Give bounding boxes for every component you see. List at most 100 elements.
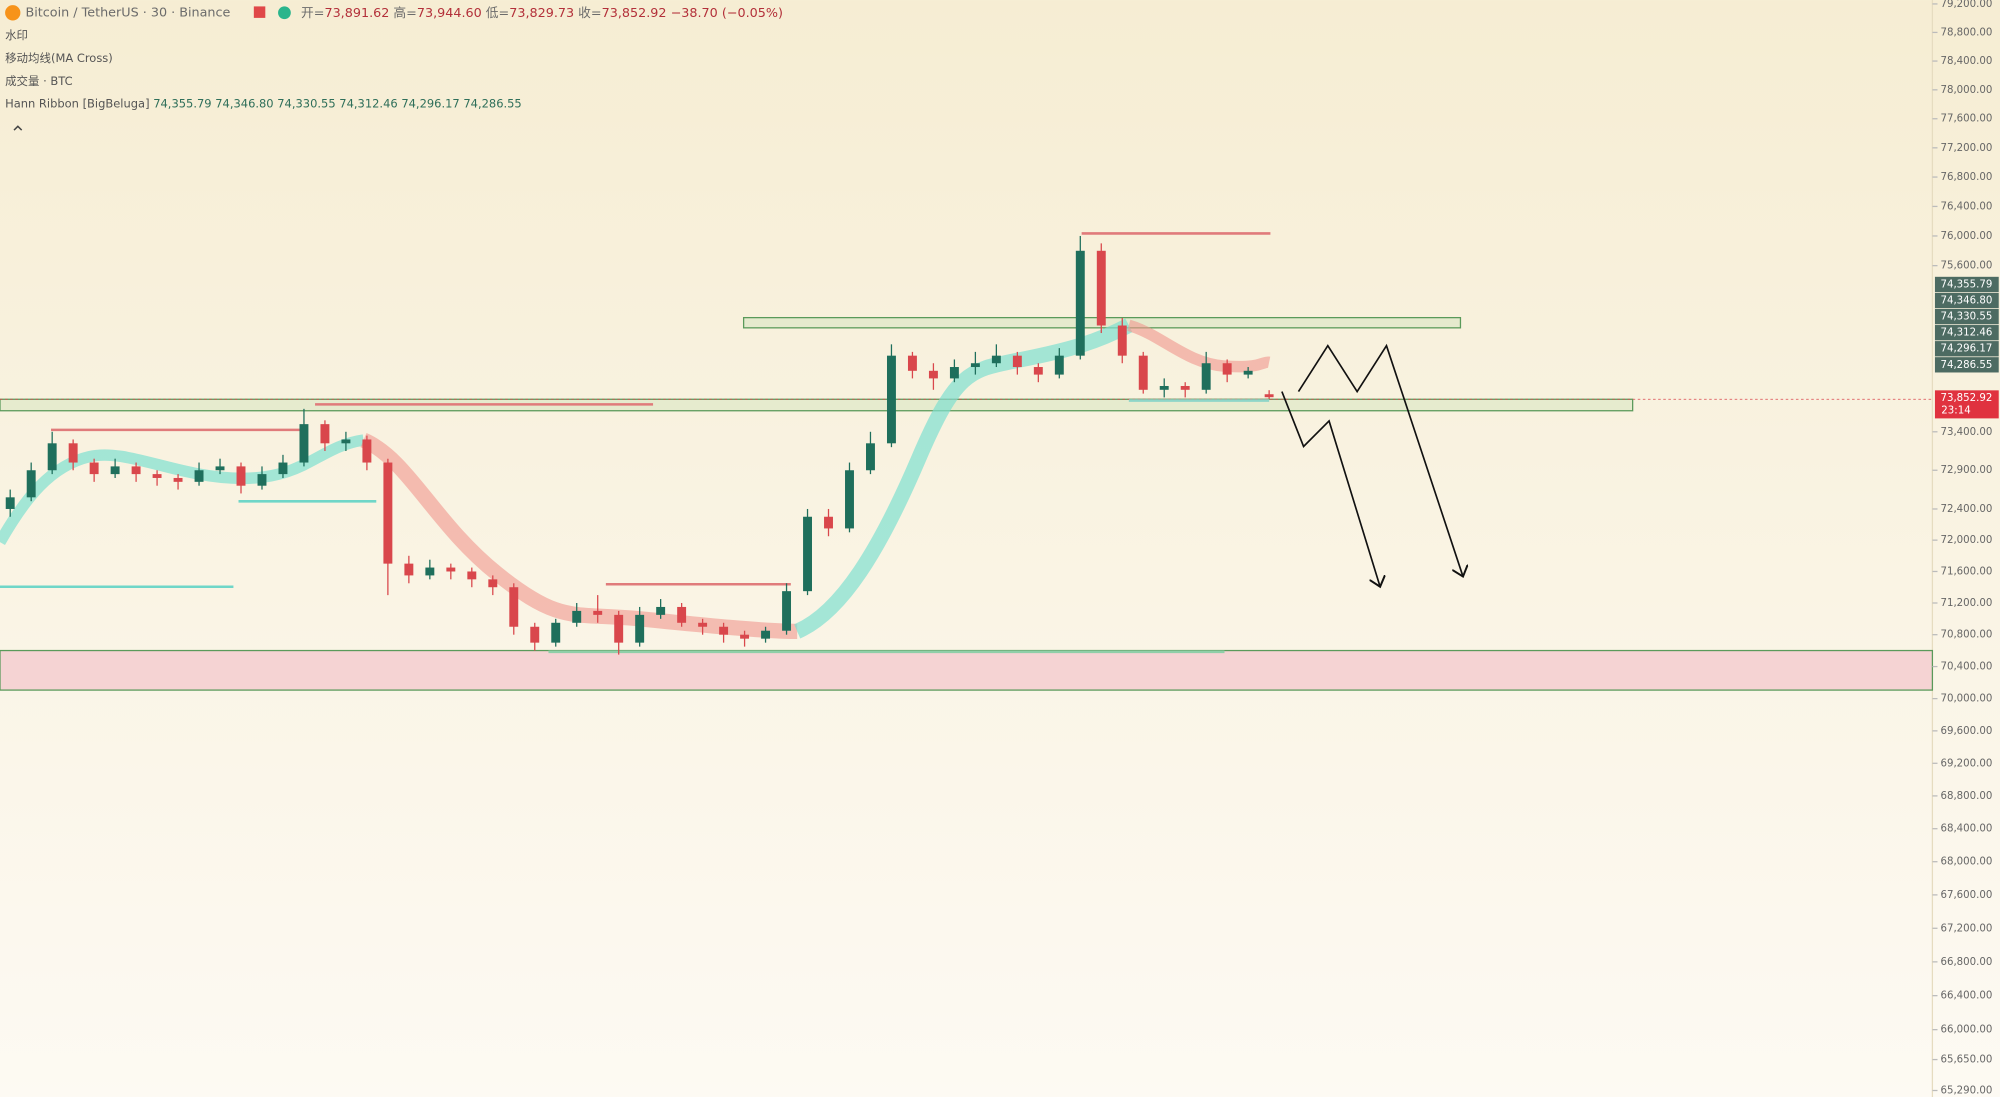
projection-arrow[interactable]: [1297, 343, 1463, 577]
price-tag-bg: [1934, 325, 1999, 341]
candle-body: [110, 466, 120, 475]
candle-body: [1201, 363, 1211, 390]
ohlc-value: 73,891.62: [324, 5, 389, 20]
candle-body: [362, 439, 372, 463]
y-tick-label: 75,600.00: [1940, 261, 1992, 272]
status-icon: [278, 6, 291, 20]
last-price-bg: [1934, 390, 1999, 419]
price-axis: 79,200.00 78,800.00 78,400.00 78,000.00 77,6…: [1932, 0, 1999, 1097]
y-tick-label: 78,000.00: [1940, 85, 1992, 96]
candle-body: [1222, 363, 1232, 375]
candle-body: [698, 622, 708, 627]
ohlc-label: 高=: [393, 4, 416, 20]
y-tick-label: 69,200.00: [1940, 758, 1992, 769]
y-tick-label: 68,000.00: [1940, 857, 1992, 868]
candle-body: [886, 355, 896, 444]
y-tick-label: 78,400.00: [1940, 56, 1992, 67]
y-tick-label: 77,200.00: [1940, 143, 1992, 154]
collapse-button[interactable]: [13, 125, 23, 131]
candle-body: [1033, 367, 1043, 375]
candle-body: [1096, 250, 1106, 326]
candle-body: [299, 424, 309, 463]
ribbon-value: 74,355.79: [153, 96, 211, 110]
y-tick-label: 73,400.00: [1940, 427, 1992, 438]
countdown: 23:14: [1941, 406, 1970, 417]
y-tick-label: 72,400.00: [1940, 504, 1992, 515]
y-tick-label: 72,900.00: [1940, 465, 1992, 476]
pivot-zone[interactable]: [0, 398, 1634, 412]
ribbon-value: 74,312.46: [339, 96, 397, 110]
candle-body: [614, 614, 624, 643]
support-zone[interactable]: [0, 649, 1934, 691]
indicator[interactable]: 移动均线(MA Cross): [5, 51, 113, 65]
y-tick-label: 70,800.00: [1940, 630, 1992, 641]
candle-body: [26, 470, 36, 498]
ribbon-value: 74,296.17: [401, 96, 459, 110]
y-tick-label: 76,400.00: [1940, 201, 1992, 212]
indicator[interactable]: 水印: [5, 28, 28, 42]
price-tag-bg: [1934, 276, 1999, 293]
candle-body: [572, 610, 582, 623]
candle-body: [1117, 325, 1127, 356]
price-tag: 74,330.55: [1940, 312, 1992, 323]
btc-icon: [5, 5, 21, 21]
candle-body: [991, 355, 1001, 364]
candle-body: [278, 462, 288, 475]
flag-icon[interactable]: [253, 6, 266, 18]
last-price: 73,852.92: [1940, 393, 1992, 404]
candle-body: [551, 622, 561, 643]
y-tick-label: 79,200.00: [1940, 0, 1992, 10]
candle-body: [1159, 385, 1169, 390]
price-tag: 74,286.55: [1940, 360, 1992, 371]
candle-body: [1012, 355, 1022, 368]
price-tag: 74,355.79: [1940, 279, 1992, 290]
price-tag-bg: [1934, 308, 1999, 325]
projection-arrow[interactable]: [1281, 391, 1380, 587]
candle-body: [761, 630, 771, 639]
indicator[interactable]: 成交量 · BTC: [5, 74, 73, 88]
candle-body: [5, 497, 15, 509]
candle-body: [404, 563, 414, 576]
y-tick-label: 76,000.00: [1940, 231, 1992, 242]
candle-body: [68, 443, 78, 463]
ribbon-up: [0, 434, 365, 545]
ohlc-label: 收=: [578, 5, 601, 20]
candle-body: [907, 355, 917, 371]
candle-body: [89, 462, 99, 475]
y-tick-label: 66,400.00: [1940, 991, 1992, 1002]
ribbon-legend[interactable]: Hann Ribbon [BigBeluga] 74,355.79 74,346…: [5, 96, 522, 110]
price-tag: 74,296.17: [1940, 344, 1992, 355]
y-tick-label: 67,600.00: [1940, 890, 1992, 901]
candle-body: [635, 614, 645, 643]
y-tick-label: 65,290.00: [1940, 1086, 1992, 1097]
candle-body: [845, 470, 854, 529]
change: −38.70 (−0.05%): [671, 5, 783, 20]
y-tick-label: 69,600.00: [1940, 726, 1992, 737]
y-tick-label: 65,650.00: [1940, 1055, 1992, 1066]
candle-body: [970, 363, 980, 368]
ohlc: 开=73,891.62 高=73,944.60 低=73,829.73 收=73…: [301, 4, 783, 20]
candle-body: [47, 443, 57, 471]
symbol[interactable]: Bitcoin / TetherUS · 30 · Binance: [26, 5, 231, 20]
candle-body: [866, 443, 875, 471]
y-tick-label: 70,000.00: [1940, 694, 1992, 705]
y-tick-label: 66,800.00: [1940, 957, 1992, 968]
candle-body: [656, 606, 666, 615]
ribbon-name: Hann Ribbon [BigBeluga]: [5, 96, 149, 110]
candle-body: [320, 424, 330, 444]
candle-body: [236, 466, 246, 486]
candle-body: [1054, 355, 1064, 375]
ribbon-down: [1127, 319, 1271, 373]
candle-body: [131, 466, 141, 475]
y-tick-label: 68,400.00: [1940, 824, 1992, 835]
candle-body: [425, 567, 435, 576]
ribbon-up: [793, 318, 1133, 639]
y-tick-label: 77,600.00: [1940, 114, 1992, 125]
y-tick-label: 66,000.00: [1940, 1025, 1992, 1036]
price-tag-bg: [1934, 357, 1999, 373]
candle-body: [719, 626, 729, 635]
candle-body: [446, 567, 456, 572]
candle-body: [383, 462, 393, 564]
candle-body: [1180, 385, 1190, 390]
